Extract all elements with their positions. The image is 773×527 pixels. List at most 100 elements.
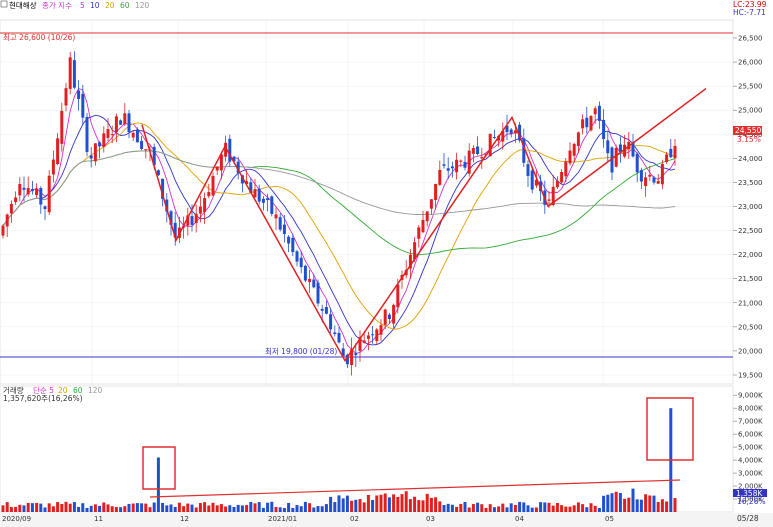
date-tick-label: 11 (94, 515, 103, 523)
ma-legend-item: 5 (80, 1, 85, 10)
volume-bar (497, 506, 501, 512)
candle-body (480, 157, 484, 159)
candle-body (555, 180, 559, 188)
volume-bar (173, 506, 177, 512)
candle-body (253, 189, 257, 198)
candle-body (421, 219, 425, 233)
date-tick-label: 05 (605, 515, 614, 523)
volume-bar (123, 506, 127, 512)
candle-body (127, 113, 131, 133)
volume-bar (72, 502, 76, 512)
candle-body (341, 348, 345, 357)
volume-bar (190, 504, 194, 512)
candle-body (140, 140, 144, 149)
candle-body (623, 144, 627, 157)
volume-bar (652, 495, 656, 512)
candle-body (476, 146, 480, 155)
candle-body (492, 137, 496, 139)
volume-bar (39, 503, 43, 512)
candle-body (14, 197, 18, 203)
candle-body (560, 172, 564, 183)
volume-bar (77, 506, 81, 512)
volume-bar (585, 507, 589, 512)
candle-body (501, 130, 505, 142)
volume-bar (169, 504, 173, 512)
candle-body (224, 142, 228, 157)
price-tick-label: 20,500 (738, 323, 763, 331)
candle-body (442, 164, 446, 166)
volume-bar (156, 457, 160, 512)
volume-bar (312, 507, 316, 512)
volume-bar (30, 503, 34, 512)
volume-bar (18, 504, 22, 512)
last-date: 05/28 (737, 514, 759, 523)
volume-legend-item: 60 (73, 386, 83, 395)
volume-bar (371, 499, 375, 512)
candle-body (215, 166, 219, 171)
volume-bar (354, 499, 358, 512)
volume-bar (648, 495, 652, 512)
volume-bar (85, 507, 89, 512)
price-tick-label: 26,000 (738, 59, 763, 67)
price-tick-label: 23,500 (738, 179, 763, 187)
volume-bar (148, 507, 152, 512)
volume-bar (68, 503, 72, 512)
date-axis: 05/28 2020/09 11 12 2021/01 02 03 04 05 (0, 513, 773, 527)
volume-bar (383, 493, 387, 512)
candle-body (93, 143, 97, 162)
candle-body (39, 188, 43, 205)
volume-bar (505, 507, 509, 512)
volume-tick-label: 1,000K (738, 496, 763, 504)
volume-bar (602, 495, 606, 512)
volume-bar (442, 505, 446, 512)
volume-bar (572, 505, 576, 512)
volume-bar (446, 503, 450, 512)
candle-body (173, 222, 177, 238)
current-change: 3.15% (737, 135, 761, 144)
volume-bar (329, 496, 333, 512)
volume-legend-item: 20 (58, 386, 68, 395)
volume-bar (152, 502, 156, 512)
candle-body (602, 119, 606, 140)
ma-legend-item: 60 (120, 1, 130, 10)
candle-body (282, 224, 286, 235)
volume-bar (98, 505, 102, 512)
volume-bar (597, 507, 601, 512)
volume-bar (581, 504, 585, 512)
volume-bar (203, 502, 207, 512)
volume-bar (404, 491, 408, 512)
latest-volume-badge (733, 489, 767, 497)
volume-bar (161, 502, 165, 512)
candle-body (572, 143, 576, 156)
ma-legend: 5 10 20 60 120 (80, 1, 150, 10)
candle-body (207, 191, 211, 197)
candle-body (333, 332, 337, 334)
candle-body (413, 242, 417, 260)
candle-body (585, 117, 589, 128)
volume-bars (1, 408, 677, 512)
volume-bar (51, 506, 55, 512)
volume-bar (278, 507, 282, 512)
ma-line (2, 88, 676, 354)
candle-body (114, 116, 118, 133)
collapse-toggle-icon[interactable] (0, 0, 8, 8)
candle-body (316, 282, 320, 304)
candle-body (43, 206, 47, 210)
candle-body (635, 153, 639, 173)
price-legend-title: 종가 지수 (42, 1, 72, 10)
price-tick-label: 20,000 (738, 347, 763, 355)
candle-body (610, 147, 614, 173)
volume-ma-legend: 20 60 120 (58, 386, 103, 395)
volume-bar (228, 505, 232, 512)
volume-bar (375, 495, 379, 512)
ma-legend-item: 10 (90, 1, 100, 10)
volume-bar (114, 507, 118, 512)
candle-body (434, 183, 438, 200)
volume-trendline (149, 479, 681, 498)
volume-bar (576, 502, 580, 512)
candle-body (329, 314, 333, 330)
candle-body (47, 175, 51, 213)
candle-body (408, 254, 412, 269)
volume-bar (358, 499, 362, 512)
